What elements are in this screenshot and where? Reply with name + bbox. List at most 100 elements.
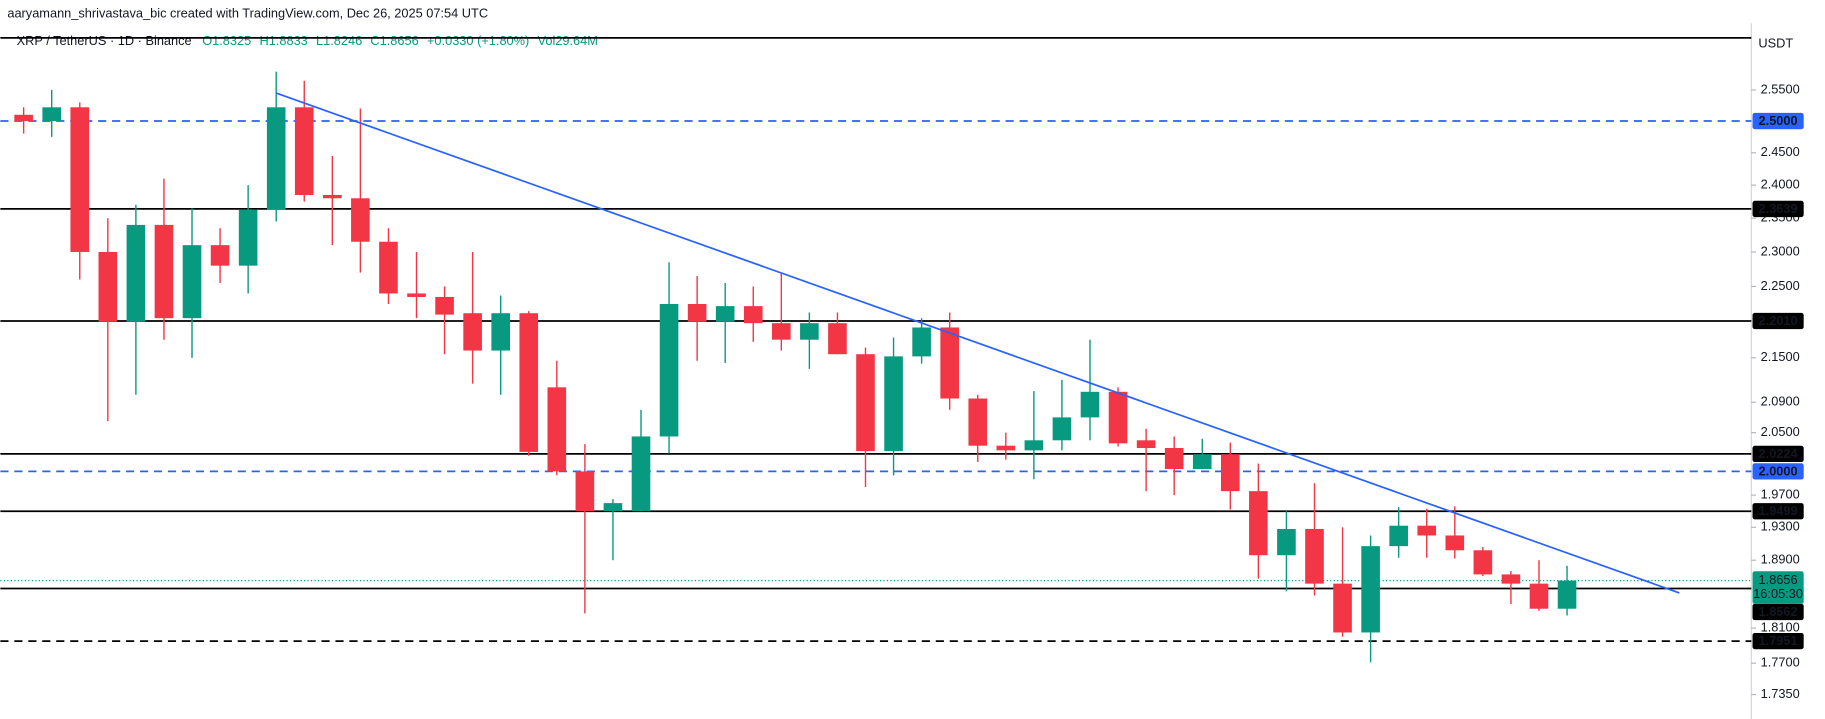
level-label-box <box>1752 312 1804 330</box>
y-tick-label: 2.4500 <box>1761 144 1800 159</box>
legend: XRP / TetherUS · 1D · Binance O1.8325 H1… <box>17 33 598 48</box>
level-label: 2.0224 <box>1759 446 1799 461</box>
trendline <box>275 92 1680 594</box>
candle-body <box>351 198 370 242</box>
level-label-box <box>1752 632 1804 650</box>
level-label: 1.9499 <box>1759 503 1798 518</box>
credit: aaryamann_shrivastava_bic created with T… <box>7 5 488 20</box>
level-label-box <box>1752 445 1804 463</box>
candle-body <box>519 313 539 452</box>
candle-body <box>210 245 230 266</box>
candle-body <box>659 304 679 437</box>
y-tick-label: 2.0500 <box>1761 424 1800 439</box>
candle-body <box>238 209 258 266</box>
y-tick-label: 1.8100 <box>1761 619 1800 634</box>
candle-body <box>772 323 791 340</box>
candle-body <box>912 327 931 357</box>
level-label: 1.8562 <box>1759 604 1798 619</box>
countdown: 16:05:30 <box>1753 586 1803 601</box>
candle-body <box>828 323 847 355</box>
candle-body <box>1333 583 1352 633</box>
candle-body <box>1220 454 1240 492</box>
y-tick-label: 1.9700 <box>1761 486 1800 501</box>
candle-body <box>603 503 623 512</box>
candle-body <box>435 296 454 315</box>
candle-body <box>631 436 651 512</box>
candle-body <box>98 251 118 322</box>
level-label-box <box>1752 112 1804 130</box>
candle-body <box>1445 535 1465 551</box>
y-tick-label: 2.3000 <box>1761 243 1800 258</box>
candle-body <box>463 313 482 351</box>
high: H1.8833 <box>259 33 307 48</box>
candle-body <box>940 327 959 399</box>
candle-body <box>14 114 33 122</box>
current-price-label: 1.8656 <box>1759 572 1798 587</box>
candle-body <box>743 306 763 324</box>
candle-body <box>547 387 567 472</box>
candle-body <box>42 107 62 122</box>
candle-body <box>1361 546 1380 633</box>
candle-body <box>70 107 90 252</box>
y-tick-label: 2.1500 <box>1761 349 1800 364</box>
level-label: 1.7951 <box>1759 633 1798 648</box>
level-label: 2.0000 <box>1759 463 1798 478</box>
y-tick-label: 2.2500 <box>1761 278 1800 293</box>
axis-unit: USDT <box>1758 36 1793 51</box>
candle-body <box>715 306 735 322</box>
level-label-box <box>1752 503 1804 520</box>
candle-body <box>575 471 595 512</box>
candle-body <box>996 445 1016 451</box>
candle-body <box>294 107 314 195</box>
candle-body <box>1417 525 1437 536</box>
level-label-box <box>1752 200 1804 218</box>
candle-body <box>1305 528 1324 584</box>
candle-body <box>323 194 342 199</box>
candle-body <box>266 107 286 210</box>
candle-body <box>379 241 398 294</box>
open: O1.8325 <box>202 33 251 48</box>
y-tick-label: 1.7700 <box>1761 655 1800 670</box>
candle-body <box>1557 580 1577 609</box>
candle-body <box>1249 491 1268 556</box>
candle-body <box>182 245 202 319</box>
level-label: 2.5000 <box>1759 113 1798 128</box>
y-tick-label: 2.4000 <box>1761 177 1800 192</box>
candle-body <box>968 398 988 446</box>
candle-body <box>1192 454 1212 470</box>
candle-body <box>126 224 146 322</box>
current-price-box <box>1752 571 1804 604</box>
y-tick-label: 1.7350 <box>1761 686 1800 701</box>
candle-body <box>1277 528 1296 556</box>
candle-body <box>154 224 174 319</box>
candle-body <box>884 356 903 452</box>
candle-body <box>1108 391 1128 444</box>
y-tick-label: 1.8900 <box>1761 552 1800 567</box>
candle-body <box>407 293 426 297</box>
candle-body <box>1024 440 1044 451</box>
candle-body <box>1473 550 1493 575</box>
candle-body <box>1080 391 1100 418</box>
close: C1.8656 <box>370 33 418 48</box>
candle-body <box>1136 440 1156 449</box>
level-label: 2.2010 <box>1759 313 1798 328</box>
level-label-box <box>1752 603 1804 621</box>
candle-body <box>491 313 510 351</box>
candle-body <box>1164 448 1184 470</box>
candle-body <box>856 354 875 452</box>
candle-body <box>1052 417 1072 441</box>
volume: Vol29.64M <box>538 33 598 48</box>
y-tick-label: 2.0900 <box>1761 394 1800 409</box>
change: +0.0330 (+1.80%) <box>427 33 529 48</box>
candle-body <box>687 304 707 322</box>
level-label: 2.3639 <box>1759 201 1798 216</box>
y-tick-label: 1.9300 <box>1761 519 1800 534</box>
level-label-box <box>1752 463 1804 480</box>
candle-body <box>1501 574 1521 584</box>
y-tick-label: 2.5500 <box>1761 81 1800 96</box>
symbol: XRP / TetherUS · 1D · Binance <box>17 33 192 48</box>
low: L1.8246 <box>316 33 362 48</box>
candle-body <box>800 323 819 340</box>
candle-body <box>1529 583 1549 609</box>
